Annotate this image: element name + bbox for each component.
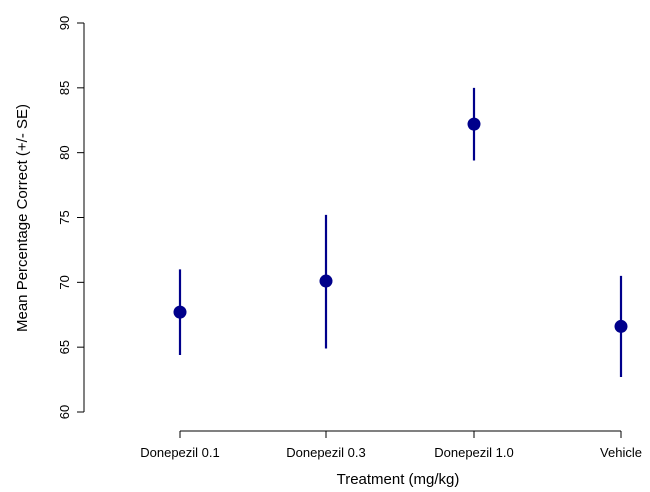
y-axis: 60 65 70 75 80 85 90 bbox=[57, 16, 85, 419]
y-tick-label: 90 bbox=[57, 16, 72, 30]
y-tick-label: 65 bbox=[57, 340, 72, 354]
y-tick-label: 75 bbox=[57, 210, 72, 224]
x-tick-label: Donepezil 0.3 bbox=[286, 445, 366, 460]
x-axis: Donepezil 0.1 Donepezil 0.3 Donepezil 1.0 V… bbox=[140, 430, 642, 460]
data-point bbox=[319, 274, 333, 288]
data-points bbox=[173, 87, 628, 377]
y-tick-label: 70 bbox=[57, 275, 72, 289]
y-tick-label: 80 bbox=[57, 145, 72, 159]
y-tick-label: 60 bbox=[57, 405, 72, 419]
data-point bbox=[467, 117, 481, 131]
data-point bbox=[614, 319, 628, 333]
y-tick-label: 85 bbox=[57, 81, 72, 95]
data-point bbox=[173, 305, 187, 319]
x-tick-label: Vehicle bbox=[600, 445, 642, 460]
y-axis-title: Mean Percentage Correct (+/- SE) bbox=[14, 104, 31, 332]
x-axis-title: Treatment (mg/kg) bbox=[337, 471, 460, 488]
x-tick-label: Donepezil 1.0 bbox=[434, 445, 514, 460]
x-tick-label: Donepezil 0.1 bbox=[140, 445, 220, 460]
